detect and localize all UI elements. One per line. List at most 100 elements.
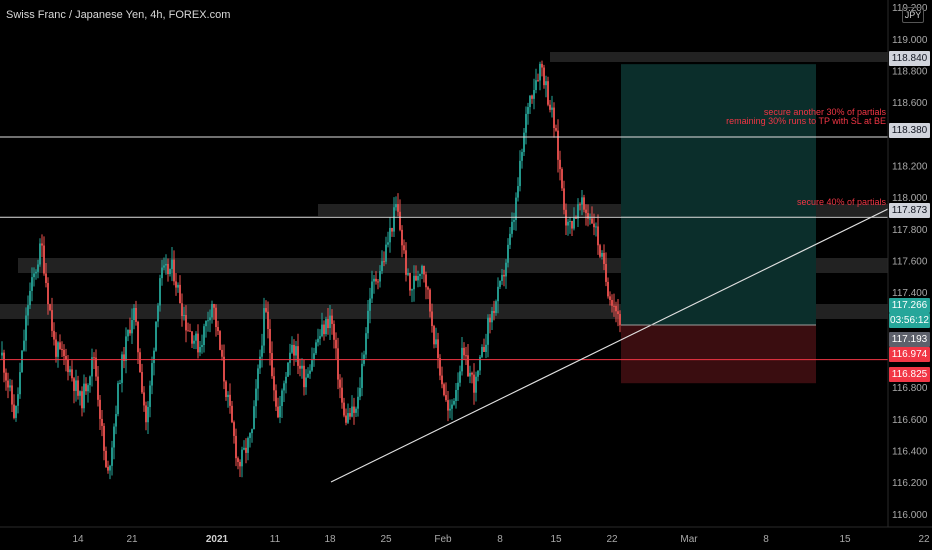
candle-body <box>315 342 317 354</box>
candle-body <box>351 406 353 417</box>
candle-body <box>573 217 575 229</box>
candle-body <box>177 284 179 288</box>
candle-body <box>275 390 277 407</box>
candle-body <box>273 376 275 391</box>
lines-layer <box>0 136 889 483</box>
candle-body <box>69 369 71 373</box>
candle-body <box>433 326 435 345</box>
price-tag-current[interactable]: 117.266 <box>889 298 930 313</box>
candle-body <box>367 310 369 334</box>
annotation-line-2: remaining 30% runs to TP with SL at BE <box>726 116 886 126</box>
candle-body <box>131 320 133 334</box>
candle-body <box>171 259 173 269</box>
candle-body <box>521 152 523 161</box>
sr-zone-1 <box>550 52 888 62</box>
candle-body <box>471 372 473 375</box>
price-tick: 118.000 <box>892 193 928 204</box>
candle-body <box>245 447 247 453</box>
candle-body <box>137 321 139 353</box>
candle-body <box>113 426 115 448</box>
candle-body <box>157 305 159 322</box>
price-tick: 116.800 <box>892 383 928 394</box>
candle-body <box>321 324 323 337</box>
candle-body <box>43 245 45 274</box>
candle-body <box>425 274 427 288</box>
candle-body <box>591 218 593 224</box>
candle-body <box>13 404 15 418</box>
candle-body <box>485 344 487 352</box>
candle-body <box>533 90 535 99</box>
candle-body <box>323 324 325 335</box>
price-axis[interactable]: 119.200119.000118.800118.600118.400118.2… <box>887 0 928 527</box>
candle-body <box>199 347 201 353</box>
candle-body <box>307 373 309 378</box>
candle-body <box>413 275 415 290</box>
candle-body <box>443 384 445 396</box>
candle-body <box>221 349 223 357</box>
candle-body <box>531 95 533 99</box>
time-tick: 18 <box>324 534 336 545</box>
candle-body <box>257 368 259 389</box>
candle-body <box>45 273 47 284</box>
price-tag-stop[interactable]: 116.825 <box>889 367 930 382</box>
candle-body <box>235 435 237 459</box>
candle-body <box>109 465 111 471</box>
candle-body <box>561 169 563 189</box>
price-tick: 116.400 <box>892 447 928 458</box>
candle-body <box>91 357 93 377</box>
price-tag-support[interactable]: 116.974 <box>889 347 930 362</box>
candle-body <box>305 377 307 388</box>
candle-body <box>35 271 37 274</box>
candle-body <box>301 365 303 369</box>
candle-body <box>343 402 345 416</box>
currency-badge[interactable]: JPY <box>902 7 924 23</box>
candle-body <box>271 353 273 377</box>
candle-body <box>557 130 559 160</box>
candle-body <box>23 340 25 351</box>
price-tag-target[interactable]: 118.840 <box>889 51 930 66</box>
candle-body <box>203 326 205 346</box>
candle-body <box>85 383 87 392</box>
candle-body <box>29 290 31 306</box>
candle-body <box>547 81 549 105</box>
annotation-partials-30: secure another 30% of partials remaining… <box>726 108 886 126</box>
candle-body <box>231 405 233 423</box>
price-tick: 116.200 <box>892 478 928 489</box>
price-tag-entry[interactable]: 117.193 <box>889 332 930 347</box>
candle-body <box>427 287 429 290</box>
candle-body <box>279 406 281 418</box>
candle-body <box>481 347 483 357</box>
candle-body <box>135 307 137 322</box>
price-tag-trendline[interactable]: 117.873 <box>889 203 930 218</box>
candle-body <box>3 352 5 373</box>
candle-body <box>525 113 527 133</box>
candle-body <box>227 394 229 398</box>
price-tag-resistance[interactable]: 118.380 <box>889 123 930 138</box>
candle-body <box>539 63 541 81</box>
candle-body <box>575 217 577 219</box>
candle-body <box>497 286 499 302</box>
candle-body <box>361 363 363 388</box>
candle-body <box>517 186 519 198</box>
candle-body <box>399 211 401 230</box>
time-axis[interactable]: 14 21 2021 11 18 25 Feb 8 15 22 Mar 8 15 22 <box>0 526 932 545</box>
candle-body <box>277 406 279 418</box>
candle-body <box>373 278 375 282</box>
candle-body <box>143 392 145 406</box>
candle-body <box>409 273 411 291</box>
candle-body <box>71 369 73 379</box>
candle-body <box>229 394 231 406</box>
candle-body <box>313 353 315 361</box>
candle-body <box>553 107 555 129</box>
candle-body <box>495 301 497 313</box>
time-tick: 25 <box>380 534 392 545</box>
candle-body <box>341 387 343 403</box>
candle-body <box>267 311 269 329</box>
candle-body <box>95 357 97 377</box>
time-tick: 8 <box>763 534 769 545</box>
candle-body <box>417 276 419 281</box>
candle-body <box>175 281 177 288</box>
candle-body <box>255 388 257 407</box>
candle-body <box>353 406 355 413</box>
